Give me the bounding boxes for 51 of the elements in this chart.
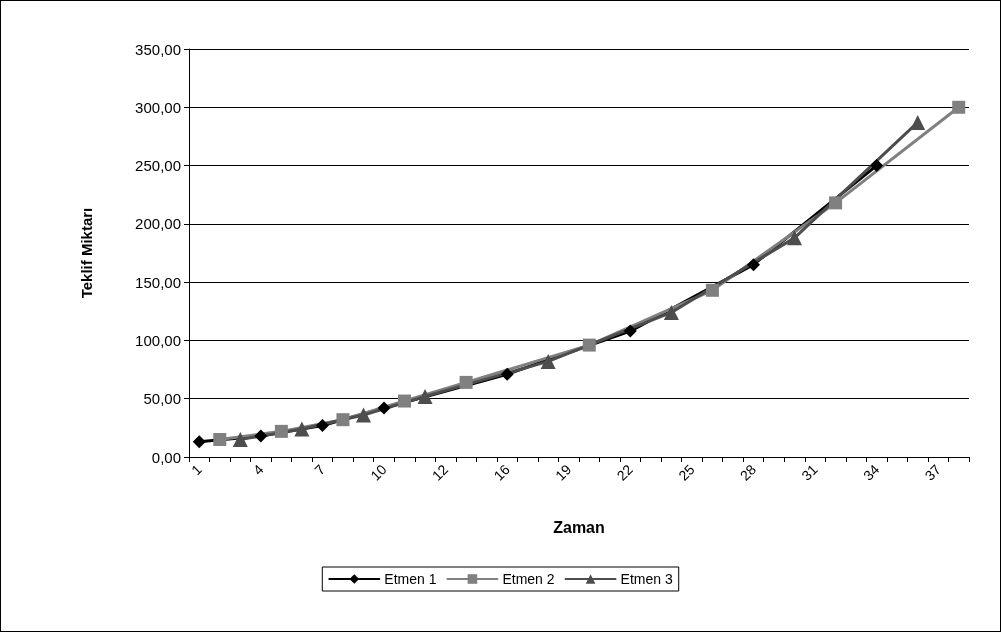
- x-tick-label: 1: [188, 461, 206, 479]
- y-tick-label: 100,00: [135, 331, 181, 349]
- legend-label: Etmen 1: [384, 571, 437, 587]
- x-tick-label: 16: [490, 461, 513, 484]
- point: [746, 258, 760, 272]
- point: [377, 401, 391, 415]
- point: [829, 196, 843, 210]
- point: [398, 394, 412, 408]
- y-tick-label: 300,00: [135, 98, 181, 116]
- point: [213, 433, 227, 447]
- y-tick-label: 350,00: [135, 40, 181, 58]
- x-tick-label: 31: [798, 461, 821, 484]
- point: [315, 419, 329, 433]
- point: [870, 159, 884, 173]
- point: [952, 100, 966, 114]
- point: [787, 230, 803, 246]
- y-tick-label: 0,00: [151, 448, 181, 466]
- point: [274, 424, 288, 438]
- point: [294, 421, 310, 437]
- x-axis-title: Zaman: [553, 518, 605, 536]
- point: [417, 388, 433, 404]
- y-tick-label: 250,00: [135, 157, 181, 175]
- point: [192, 435, 206, 449]
- point: [910, 114, 926, 130]
- x-tick-label: 10: [367, 461, 390, 484]
- point: [254, 429, 268, 443]
- x-tick-label: 37: [921, 461, 945, 484]
- y-tick-label: 200,00: [135, 215, 181, 233]
- point: [232, 432, 248, 448]
- x-tick-label: 25: [675, 461, 698, 484]
- x-tick-label: 22: [613, 461, 637, 484]
- point: [663, 304, 679, 320]
- legend-label: Etmen 2: [502, 571, 555, 587]
- y-tick-label: 150,00: [135, 273, 181, 291]
- point: [582, 338, 596, 352]
- x-tick-label: 28: [736, 461, 760, 484]
- point: [459, 375, 473, 389]
- point: [336, 413, 350, 427]
- point: [355, 407, 371, 423]
- x-tick-label: 34: [859, 461, 883, 484]
- x-tick-label: 7: [311, 461, 329, 479]
- legend-label: Etmen 3: [620, 571, 673, 587]
- point: [623, 324, 637, 338]
- x-tick-label: 19: [552, 461, 575, 484]
- y-tick-label: 50,00: [143, 390, 181, 408]
- y-axis-title: Teklif Miktarı: [78, 207, 95, 299]
- point: [500, 367, 514, 381]
- x-tick-label: 12: [428, 461, 452, 484]
- point: [705, 283, 719, 297]
- point: [540, 353, 556, 369]
- x-tick-label: 4: [249, 461, 267, 479]
